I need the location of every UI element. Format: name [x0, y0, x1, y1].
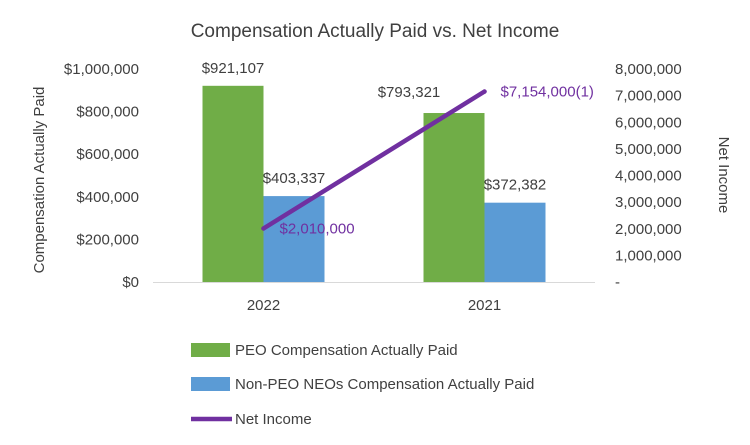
x-tick-label: 2022	[247, 297, 280, 314]
legend-swatch	[191, 343, 230, 357]
bar	[484, 202, 546, 282]
line-data-label: $7,154,000(1)	[501, 84, 594, 101]
chart-title: Compensation Actually Paid vs. Net Incom…	[191, 21, 560, 42]
y2-tick-label: 3,000,000	[615, 194, 682, 211]
bar-data-label: $372,382	[484, 177, 547, 194]
x-tick-label: 2021	[468, 297, 501, 314]
legend-label: Non-PEO NEOs Compensation Actually Paid	[235, 376, 534, 393]
y-tick-label: $400,000	[76, 189, 139, 206]
y-tick-label: $600,000	[76, 146, 139, 163]
y2-tick-label: 1,000,000	[615, 247, 682, 264]
line-series	[261, 89, 487, 231]
y2-tick-label: -	[615, 274, 620, 291]
bar-data-label: $403,337	[263, 170, 326, 187]
bar	[423, 113, 485, 282]
y-axis-title: Compensation Actually Paid	[31, 87, 48, 274]
bar-data-label: $921,107	[202, 60, 265, 77]
y2-axis-title: Net Income	[715, 137, 732, 214]
y2-tick-label: 7,000,000	[615, 88, 682, 105]
y-tick-label: $1,000,000	[64, 61, 139, 78]
y2-tick-label: 8,000,000	[615, 61, 682, 78]
bar	[202, 85, 264, 283]
legend-label: PEO Compensation Actually Paid	[235, 342, 458, 359]
y-tick-label: $0	[122, 274, 139, 291]
line-data-label: $2,010,000	[280, 220, 355, 237]
y2-tick-label: 6,000,000	[615, 114, 682, 131]
bar-data-label: $793,321	[378, 84, 441, 101]
line-point	[482, 89, 487, 94]
line-point	[261, 226, 266, 231]
legend-label: Net Income	[235, 411, 312, 428]
y-tick-label: $800,000	[76, 104, 139, 121]
y2-tick-label: 4,000,000	[615, 168, 682, 185]
y2-tick-label: 5,000,000	[615, 141, 682, 158]
y-tick-label: $200,000	[76, 231, 139, 248]
y2-tick-label: 2,000,000	[615, 221, 682, 238]
legend-swatch	[191, 377, 230, 391]
